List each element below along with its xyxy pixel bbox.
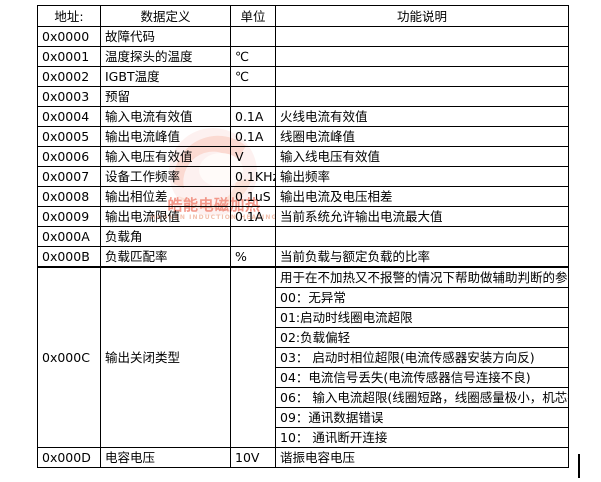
header-unit: 单位 <box>230 5 276 27</box>
table-row: 0x0007 设备工作频率 0.1KHz 输出频率 <box>37 166 569 187</box>
cell-address: 0x000A <box>37 226 101 247</box>
cell-description <box>275 66 569 87</box>
cell-definition: 输出关闭类型 <box>100 266 231 448</box>
cell-description <box>275 46 569 67</box>
cell-address: 0x000B <box>37 246 101 268</box>
cell-definition: 负载角 <box>100 226 231 247</box>
cell-description-intro: 用于在不加热又不报警的情况下帮助做辅助判断的参数值: <box>275 266 569 288</box>
table-row: 0x0000 故障代码 <box>37 26 569 47</box>
table-row: 0x0008 输出相位差 0.1uS 输出电流及电压相差 <box>37 186 569 207</box>
cell-definition: 设备工作频率 <box>100 166 231 187</box>
cell-description-code: 02:负载偏轻 <box>275 327 569 348</box>
table-row: 0x000B 负载匹配率 % 当前负载与额定负载的比率 <box>37 246 569 268</box>
cell-definition: 输出电流峰值 <box>100 126 231 147</box>
cell-address: 0x0009 <box>37 206 101 227</box>
cell-description-code: 10： 通讯断开连接 <box>275 427 569 448</box>
cell-description: 火线电流有效值 <box>275 106 569 127</box>
cell-address: 0x0006 <box>37 146 101 167</box>
cell-address: 0x000D <box>37 447 101 468</box>
cell-address: 0x0007 <box>37 166 101 187</box>
cell-address: 0x0004 <box>37 106 101 127</box>
cell-definition: 负载匹配率 <box>100 246 231 268</box>
table-row: 0x000D 电容电压 10V 谐振电容电压 <box>37 447 569 468</box>
cell-unit: 0.1uS <box>230 186 276 207</box>
cell-unit: ℃ <box>230 46 276 67</box>
register-table-container: 地址: 数据定义 单位 功能说明 0x0000 故障代码 0x0001 温度探头… <box>37 5 569 468</box>
text-cursor <box>578 454 580 478</box>
cell-unit: 0.1A <box>230 206 276 227</box>
cell-address: 0x0000 <box>37 26 101 47</box>
cell-unit: 0.1A <box>230 106 276 127</box>
table-row-code-10: 10： 通讯断开连接 <box>38 427 569 448</box>
cell-definition: 输入电压有效值 <box>100 146 231 167</box>
table-row: 0x0001 温度探头的温度 ℃ <box>37 46 569 67</box>
table-row-shutdown-type: 0x000C 输出关闭类型 用于在不加热又不报警的情况下帮助做辅助判断的参数值: <box>37 266 569 448</box>
cell-address: 0x0008 <box>37 186 101 207</box>
table-row: 0x0006 输入电压有效值 V 输入线电压有效值 <box>37 146 569 167</box>
cell-unit: 10V <box>230 447 276 468</box>
table-row: 0x0003 预留 <box>37 86 569 107</box>
cell-definition: IGBT温度 <box>100 66 231 87</box>
table-row-code-09: 09：通讯数据错误 <box>38 407 569 428</box>
header-address: 地址: <box>37 5 101 27</box>
cell-definition: 输入电流有效值 <box>100 106 231 127</box>
cell-unit <box>230 86 276 107</box>
cell-definition: 输出相位差 <box>100 186 231 207</box>
cell-unit <box>230 266 276 448</box>
cell-unit: ℃ <box>230 66 276 87</box>
cell-unit: % <box>230 246 276 268</box>
cell-unit <box>230 26 276 47</box>
cell-description <box>275 226 569 247</box>
table-header-row: 地址: 数据定义 单位 功能说明 <box>37 5 569 27</box>
table-row: 0x0005 输出电流峰值 0.1A 线圈电流峰值 <box>37 126 569 147</box>
cell-address: 0x0001 <box>37 46 101 67</box>
cell-description <box>275 26 569 47</box>
cell-description: 谐振电容电压 <box>275 447 569 468</box>
cell-description-code: 09：通讯数据错误 <box>275 407 569 428</box>
table-row: 0x000A 负载角 <box>37 226 569 247</box>
cell-definition: 故障代码 <box>100 26 231 47</box>
cell-address: 0x0003 <box>37 86 101 107</box>
cell-description-code: 00：无异常 <box>275 287 569 308</box>
cell-definition: 输出电流限值 <box>100 206 231 227</box>
cell-description-code: 04：电流信号丢失(电流传感器信号连接不良) <box>275 367 569 388</box>
cell-unit <box>230 226 276 247</box>
header-data-definition: 数据定义 <box>100 5 231 27</box>
register-map-table: 地址: 数据定义 单位 功能说明 0x0000 故障代码 0x0001 温度探头… <box>37 5 569 468</box>
cell-unit: 0.1A <box>230 126 276 147</box>
table-row-code-00: 00：无异常 <box>38 287 569 308</box>
table-row-code-04: 04：电流信号丢失(电流传感器信号连接不良) <box>38 367 569 388</box>
cell-description: 输入线电压有效值 <box>275 146 569 167</box>
cell-description <box>275 86 569 107</box>
cell-description: 当前系统允许输出电流最大值 <box>275 206 569 227</box>
cell-description-code: 06： 输入电流超限(线圈短路，线圈感量极小，机芯打火) <box>275 387 569 408</box>
cell-description-code: 03： 启动时相位超限(电流传感器安装方向反) <box>275 347 569 368</box>
cell-description-code: 01:启动时线圈电流超限 <box>275 307 569 328</box>
table-row: 0x0002 IGBT温度 ℃ <box>37 66 569 87</box>
cell-description: 线圈电流峰值 <box>275 126 569 147</box>
cell-address: 0x0005 <box>37 126 101 147</box>
cell-definition: 电容电压 <box>100 447 231 468</box>
cell-address: 0x0002 <box>37 66 101 87</box>
cell-description: 输出频率 <box>275 166 569 187</box>
cell-description: 输出电流及电压相差 <box>275 186 569 207</box>
cell-unit: 0.1KHz <box>230 166 276 187</box>
cell-description: 当前负载与额定负载的比率 <box>275 246 569 268</box>
cell-definition: 温度探头的温度 <box>100 46 231 67</box>
cell-unit: V <box>230 146 276 167</box>
table-row: 0x0009 输出电流限值 0.1A 当前系统允许输出电流最大值 <box>37 206 569 227</box>
cell-definition: 预留 <box>100 86 231 107</box>
table-row: 0x0004 输入电流有效值 0.1A 火线电流有效值 <box>37 106 569 127</box>
header-function-description: 功能说明 <box>275 5 569 27</box>
cell-address: 0x000C <box>37 266 101 448</box>
